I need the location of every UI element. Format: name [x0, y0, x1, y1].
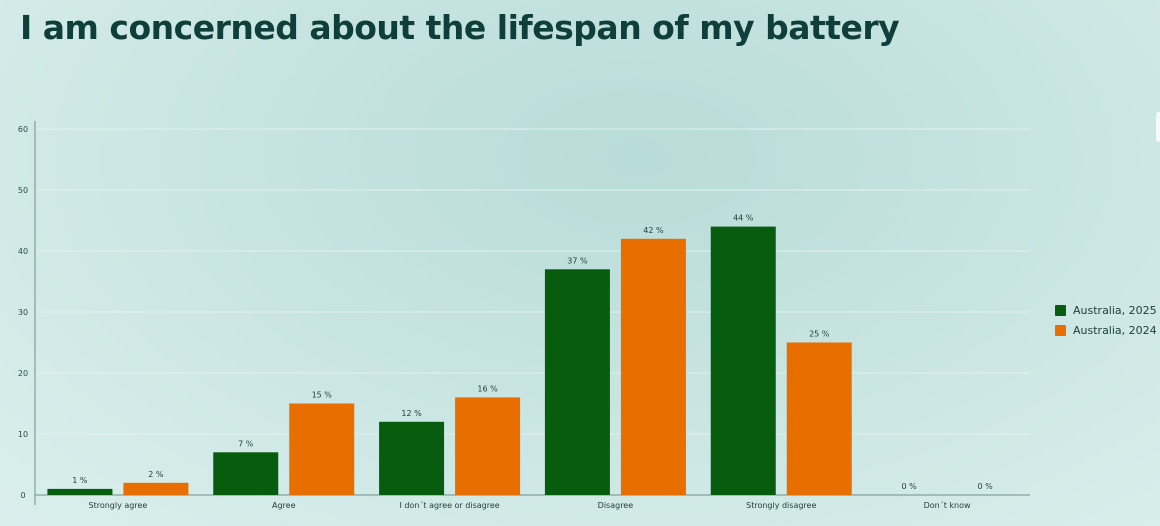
legend-item-series-1[interactable]: Australia, 2025	[1055, 300, 1157, 320]
legend-swatch-series-2	[1055, 324, 1066, 336]
data-label-2-6: 0 %	[977, 482, 993, 491]
y-tick-label-50: 50	[18, 186, 28, 195]
bar-2-2	[289, 403, 355, 495]
x-tick-label-3: I don´t agree or disagree	[399, 500, 499, 510]
y-tick-label-40: 40	[18, 247, 28, 256]
bar-1-1	[47, 488, 113, 495]
data-label-2-2: 15 %	[312, 391, 333, 400]
x-tick-label-1: Strongly agree	[89, 501, 148, 510]
bar-2-4	[620, 238, 686, 496]
y-tick-label-60: 60	[18, 125, 28, 134]
bar-1-4	[544, 269, 610, 495]
y-tick-label-30: 30	[18, 308, 28, 317]
bar-1-5	[710, 226, 776, 495]
bar-2-5	[786, 342, 852, 495]
x-tick-label-6: Don´t know	[924, 500, 971, 510]
data-label-1-3: 12 %	[401, 409, 422, 418]
scroll-edge-indicator	[1156, 112, 1160, 142]
data-label-1-4: 37 %	[567, 256, 588, 265]
bar-2-1	[123, 482, 189, 495]
y-tick-label-20: 20	[18, 369, 28, 378]
legend-label-series-2: Australia, 2024	[1073, 323, 1157, 337]
data-label-1-5: 44 %	[733, 214, 754, 223]
x-tick-label-2: Agree	[272, 501, 296, 510]
bar-1-2	[213, 452, 279, 495]
data-label-2-1: 2 %	[148, 470, 164, 479]
data-label-1-6: 0 %	[901, 482, 917, 491]
x-tick-label-4: Disagree	[598, 501, 634, 510]
bar-2-3	[455, 397, 521, 495]
data-label-2-3: 16 %	[477, 384, 498, 393]
legend-item-series-2[interactable]: Australia, 2024	[1055, 320, 1157, 340]
x-tick-label-5: Strongly disagree	[746, 501, 816, 510]
data-label-1-2: 7 %	[238, 439, 254, 448]
legend-swatch-series-1	[1055, 304, 1066, 316]
bar-1-3	[379, 421, 445, 495]
data-label-2-4: 42 %	[643, 226, 664, 235]
data-label-1-1: 1 %	[72, 476, 88, 485]
y-tick-label-0: 0	[20, 491, 25, 500]
legend-label-series-1: Australia, 2025	[1073, 303, 1157, 317]
data-label-2-5: 25 %	[809, 330, 830, 339]
chart-legend: Australia, 2025 Australia, 2024	[1055, 300, 1157, 340]
chart-title: I am concerned about the lifespan of my …	[20, 8, 900, 47]
y-tick-label-10: 10	[18, 430, 28, 439]
